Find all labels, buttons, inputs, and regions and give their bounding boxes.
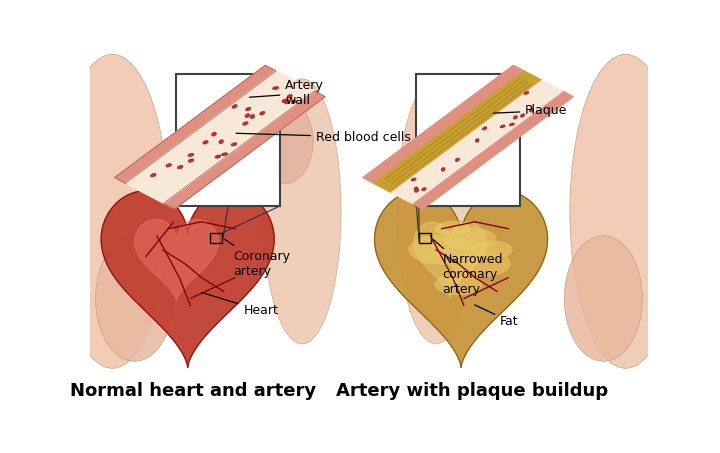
Ellipse shape xyxy=(215,155,221,158)
Ellipse shape xyxy=(245,114,250,117)
Bar xyxy=(210,233,222,243)
Ellipse shape xyxy=(482,127,487,130)
Polygon shape xyxy=(374,71,542,193)
Ellipse shape xyxy=(291,100,297,104)
Ellipse shape xyxy=(441,168,445,171)
Polygon shape xyxy=(114,65,276,183)
Text: Narrowed
coronary
artery: Narrowed coronary artery xyxy=(433,240,503,296)
Ellipse shape xyxy=(434,221,471,237)
Text: Artery
wall: Artery wall xyxy=(249,79,324,107)
Ellipse shape xyxy=(263,79,341,344)
Ellipse shape xyxy=(425,100,481,183)
Polygon shape xyxy=(412,91,573,209)
Ellipse shape xyxy=(414,187,418,191)
Ellipse shape xyxy=(529,109,534,112)
Polygon shape xyxy=(392,81,562,203)
Bar xyxy=(176,73,280,206)
Ellipse shape xyxy=(222,153,228,156)
Ellipse shape xyxy=(188,153,194,156)
Ellipse shape xyxy=(570,54,681,368)
Ellipse shape xyxy=(96,236,174,361)
Ellipse shape xyxy=(203,140,208,144)
Ellipse shape xyxy=(411,178,416,181)
Polygon shape xyxy=(363,65,524,183)
Ellipse shape xyxy=(284,100,290,104)
Ellipse shape xyxy=(521,114,525,117)
Ellipse shape xyxy=(397,79,475,344)
Ellipse shape xyxy=(188,159,194,162)
Text: Normal heart and artery: Normal heart and artery xyxy=(70,382,316,400)
Ellipse shape xyxy=(287,95,292,98)
Text: Artery with plaque buildup: Artery with plaque buildup xyxy=(336,382,608,400)
Ellipse shape xyxy=(250,115,255,119)
Text: Fat: Fat xyxy=(474,305,518,328)
Ellipse shape xyxy=(150,173,156,177)
Text: Coronary
artery: Coronary artery xyxy=(225,239,290,278)
Ellipse shape xyxy=(470,240,513,260)
Ellipse shape xyxy=(422,188,426,191)
Text: Plaque: Plaque xyxy=(493,104,567,117)
Text: Heart: Heart xyxy=(202,292,279,317)
Polygon shape xyxy=(125,71,315,203)
Polygon shape xyxy=(163,91,325,209)
Ellipse shape xyxy=(524,92,529,95)
Text: Red blood cells: Red blood cells xyxy=(236,130,411,144)
Ellipse shape xyxy=(408,234,475,265)
Bar xyxy=(419,233,431,243)
Ellipse shape xyxy=(500,125,505,128)
Polygon shape xyxy=(374,191,547,367)
Ellipse shape xyxy=(450,250,511,278)
Ellipse shape xyxy=(219,140,223,144)
Ellipse shape xyxy=(56,54,168,368)
Ellipse shape xyxy=(258,100,313,183)
Polygon shape xyxy=(414,222,486,298)
Ellipse shape xyxy=(415,189,419,193)
Ellipse shape xyxy=(272,87,279,90)
Ellipse shape xyxy=(212,132,216,136)
Ellipse shape xyxy=(513,116,518,119)
Ellipse shape xyxy=(260,111,265,115)
Ellipse shape xyxy=(231,143,237,146)
Ellipse shape xyxy=(509,123,514,126)
Ellipse shape xyxy=(177,165,183,169)
Ellipse shape xyxy=(564,236,642,361)
Ellipse shape xyxy=(475,139,479,142)
Ellipse shape xyxy=(166,164,171,167)
Ellipse shape xyxy=(433,274,483,296)
Polygon shape xyxy=(102,191,274,367)
Ellipse shape xyxy=(442,226,497,252)
Ellipse shape xyxy=(243,122,248,125)
Ellipse shape xyxy=(246,107,251,111)
Polygon shape xyxy=(135,219,218,301)
Ellipse shape xyxy=(232,105,237,108)
Bar xyxy=(416,73,520,206)
Ellipse shape xyxy=(282,99,287,102)
Ellipse shape xyxy=(455,158,459,161)
